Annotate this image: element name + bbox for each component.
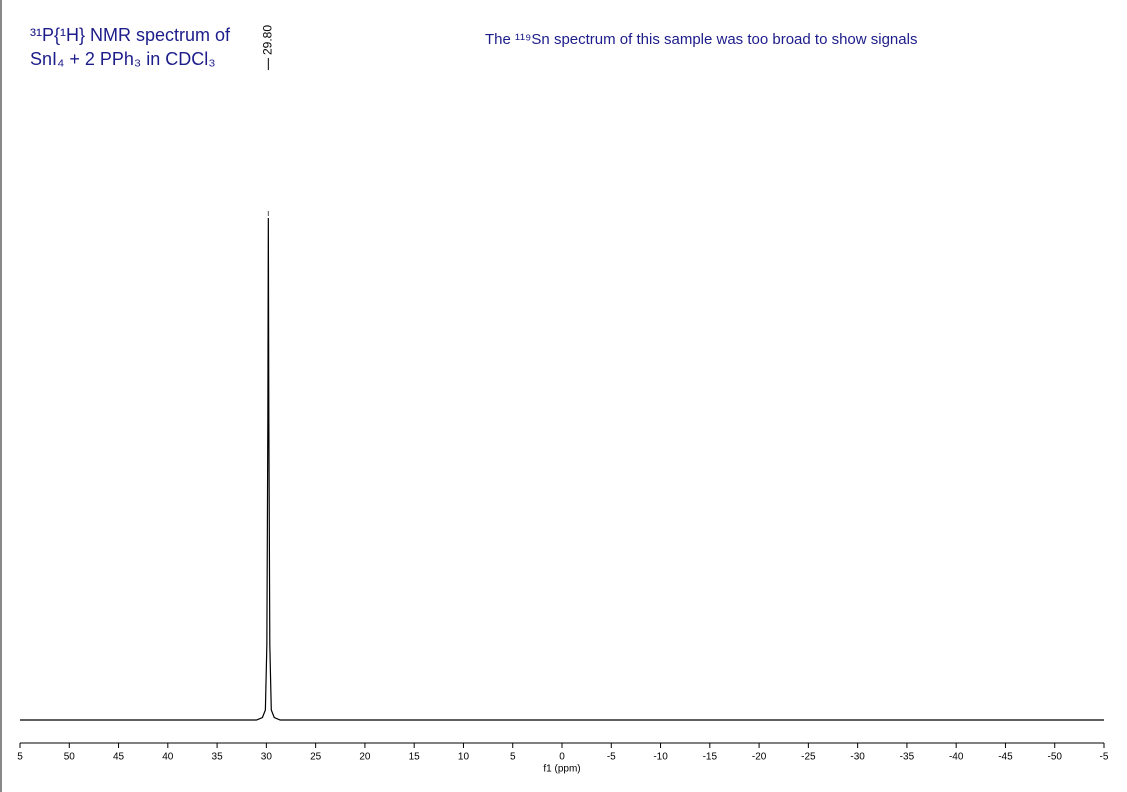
x-tick-label: -25 — [801, 752, 816, 763]
x-tick-label: 15 — [409, 752, 421, 763]
x-tick-label: -5 — [607, 752, 616, 763]
x-tick-label: 30 — [261, 752, 273, 763]
x-tick-label: 20 — [359, 752, 371, 763]
x-tick-label: 45 — [113, 752, 125, 763]
x-tick-label: 5 — [17, 752, 23, 763]
x-tick-label: -15 — [703, 752, 718, 763]
x-tick-label: 25 — [310, 752, 322, 763]
x-tick-label: -35 — [900, 752, 915, 763]
x-tick-label: 40 — [162, 752, 174, 763]
x-tick-label: -5 — [1100, 752, 1109, 763]
x-tick-label: 10 — [458, 752, 470, 763]
x-axis-label: f1 (ppm) — [543, 764, 580, 775]
x-tick-label: -30 — [850, 752, 865, 763]
x-tick-label: -10 — [653, 752, 668, 763]
chart-title: SnI₄ + 2 PPh₃ in CDCl₃ — [30, 49, 216, 69]
x-tick-label: -40 — [949, 752, 964, 763]
annotation: The ¹¹⁹Sn spectrum of this sample was to… — [485, 31, 917, 48]
chart-title: ³¹P{¹H} NMR spectrum of — [30, 25, 231, 45]
x-tick-label: 5 — [510, 752, 516, 763]
peak-label: 29.80 — [261, 25, 275, 55]
x-tick-label: 35 — [212, 752, 224, 763]
x-tick-label: 0 — [559, 752, 565, 763]
x-tick-label: -45 — [998, 752, 1013, 763]
spectrum-line — [20, 217, 1104, 721]
x-tick-label: 50 — [64, 752, 76, 763]
x-tick-label: -20 — [752, 752, 767, 763]
x-tick-label: -50 — [1048, 752, 1063, 763]
